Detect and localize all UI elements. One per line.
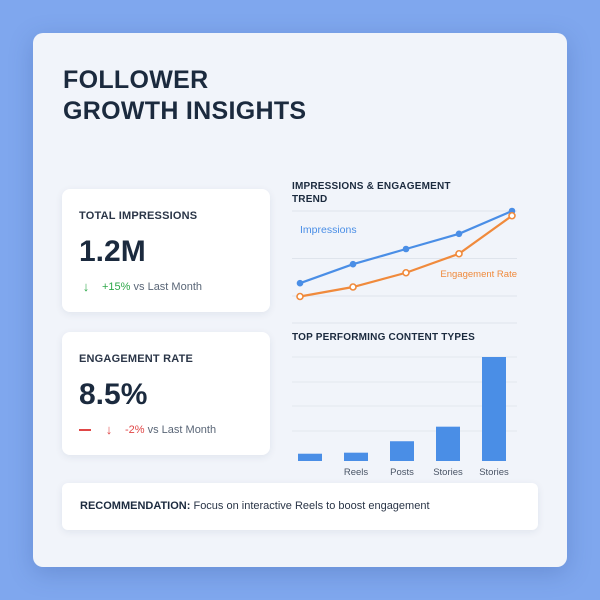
minus-icon <box>79 428 91 431</box>
category-label: Stories <box>433 467 463 478</box>
arrow-down-icon: ↓ <box>82 279 90 294</box>
impressions-card: TOTAL IMPRESSIONS 1.2M ↓ +15% vs Last Mo… <box>62 189 270 312</box>
recommendation-label: RECOMMENDATION: <box>80 500 191 512</box>
bar <box>298 453 322 461</box>
data-point <box>455 230 463 238</box>
data-point <box>296 292 304 301</box>
bar <box>344 452 368 461</box>
category-label: Reels <box>344 467 369 478</box>
engagement-label: ENGAGEMENT RATE <box>79 353 194 365</box>
data-point <box>349 260 357 268</box>
trend-chart: Impressions Engagement Rate <box>292 207 517 324</box>
engagement-change: ↓ -2% vs Last Month <box>79 422 216 437</box>
impressions-value: 1.2M <box>79 235 146 268</box>
data-point <box>508 211 516 220</box>
bar <box>390 441 414 461</box>
category-label: Posts <box>390 467 414 478</box>
data-point <box>296 279 304 287</box>
data-point <box>402 268 410 277</box>
impressions-change-pct: +15% <box>102 280 131 293</box>
data-point <box>402 245 410 253</box>
impressions-label: TOTAL IMPRESSIONS <box>79 210 198 222</box>
engagement-value: 8.5% <box>79 378 148 411</box>
content-types-chart: Reels Posts Stories Stories <box>292 356 517 478</box>
impressions-change: ↓ +15% vs Last Month <box>79 279 202 294</box>
engagement-change-suffix: vs Last Month <box>147 423 217 436</box>
arrow-down-icon: ↓ <box>105 422 113 437</box>
series-label-engagement: Engagement Rate <box>440 269 517 280</box>
bar <box>482 357 506 461</box>
series-label-impressions: Impressions <box>300 224 357 236</box>
data-point <box>349 283 357 291</box>
page-title: FOLLOWER GROWTH INSIGHTS <box>63 66 307 125</box>
content-types-chart-title: TOP PERFORMING CONTENT TYPES <box>292 332 476 343</box>
recommendation-banner: RECOMMENDATION: Focus on interactive Ree… <box>62 483 538 530</box>
engagement-card: ENGAGEMENT RATE 8.5% ↓ -2% vs Last Month <box>62 332 270 455</box>
data-point <box>455 249 463 258</box>
engagement-change-pct: -2% <box>125 423 145 436</box>
category-label: Stories <box>479 467 509 478</box>
trend-chart-title: IMPRESSIONS & ENGAGEMENT TREND <box>292 181 451 205</box>
impressions-change-suffix: vs Last Month <box>133 280 202 293</box>
bar <box>436 426 460 461</box>
insights-panel: FOLLOWER GROWTH INSIGHTS TOTAL IMPRESSIO… <box>33 33 567 567</box>
recommendation-text: Focus on interactive Reels to boost enga… <box>193 500 430 512</box>
